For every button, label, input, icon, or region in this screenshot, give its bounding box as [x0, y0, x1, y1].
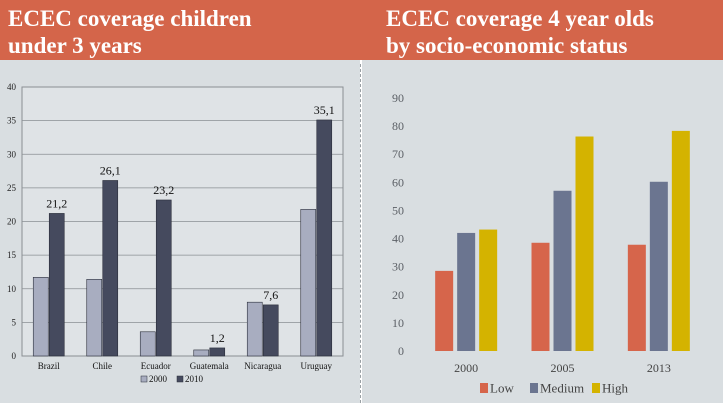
legend-label: 2000 — [149, 374, 168, 384]
bar-ecuador-2000 — [139, 331, 156, 357]
data-label: 1,2 — [210, 331, 225, 345]
bar-nicaragua-2000 — [246, 301, 263, 357]
bar-2013-low — [627, 244, 646, 351]
y-tick-label: 30 — [392, 260, 404, 274]
right-chart-panel: 0 10 20 30 40 50 60 70 80 90 2000 2005 2013 Low Medium… — [362, 60, 723, 403]
legend-label: Low — [490, 381, 514, 396]
left-chart-title: ECEC coverage children under 3 years — [8, 6, 252, 58]
y-tick-label: 25 — [7, 183, 17, 193]
data-label: 35,1 — [314, 103, 335, 117]
x-category-label: Chile — [93, 361, 113, 371]
legend-swatch-medium — [530, 383, 538, 393]
under3-coverage-chart: 0 5 10 15 20 25 30 35 40 21,2 Brazil 26,1 Chile 23,2 E… — [7, 82, 344, 384]
bar-brazil-2000 — [32, 277, 49, 357]
bar-2000-medium — [457, 232, 476, 351]
x-category-label: Ecuador — [141, 361, 171, 371]
bar-ecuador-2010 — [155, 199, 172, 357]
bar-chile-2010 — [102, 180, 119, 357]
bar-2013-high — [671, 130, 690, 351]
bar-guatemala-2000 — [193, 349, 210, 357]
y-tick-label: 30 — [7, 149, 17, 159]
y-tick-label: 20 — [392, 288, 404, 302]
bar-uruguay-2010 — [316, 119, 333, 357]
bar-2000-high — [479, 229, 498, 351]
legend-label: Medium — [540, 381, 584, 396]
title-banner — [0, 0, 723, 60]
legend-label: 2010 — [185, 374, 204, 384]
y-tick-label: 10 — [7, 284, 17, 294]
y-tick-label: 5 — [12, 317, 17, 327]
bar-2000-low — [435, 270, 454, 351]
x-category-label: Nicaragua — [244, 361, 281, 371]
bar-2005-high — [575, 136, 594, 351]
x-category-label: Uruguay — [301, 361, 333, 371]
bar-brazil-2010 — [48, 213, 65, 357]
y-tick-label: 90 — [392, 91, 404, 105]
legend-swatch-2010 — [176, 375, 184, 383]
bar-nicaragua-2010 — [262, 304, 279, 357]
x-category-label: 2013 — [647, 361, 671, 375]
y-tick-label: 20 — [7, 217, 17, 227]
data-label: 7,6 — [263, 288, 278, 302]
y-tick-label: 40 — [7, 82, 17, 92]
x-category-label: 2005 — [551, 361, 575, 375]
age4-coverage-chart: 0 10 20 30 40 50 60 70 80 90 2000 2005 2013 Low Medium… — [392, 91, 690, 396]
x-category-label: Guatemala — [190, 361, 229, 371]
legend-label: High — [602, 381, 629, 396]
data-label: 26,1 — [100, 163, 121, 177]
y-tick-label: 40 — [392, 232, 404, 246]
bar-guatemala-2010 — [209, 347, 226, 357]
bar-2005-medium — [553, 190, 572, 351]
x-category-label: Brazil — [38, 361, 60, 371]
legend-swatch-2000 — [140, 375, 148, 383]
y-tick-label: 35 — [7, 116, 17, 126]
data-label: 21,2 — [46, 196, 67, 210]
data-label: 23,2 — [153, 183, 174, 197]
y-tick-label: 70 — [392, 147, 404, 161]
right-chart-title: ECEC coverage 4 year olds by socio-econo… — [386, 6, 654, 58]
left-chart-panel: 0 5 10 15 20 25 30 35 40 21,2 Brazil 26,1 Chile 23,2 E… — [0, 60, 360, 403]
y-tick-label: 0 — [398, 344, 404, 358]
x-category-label: 2000 — [454, 361, 478, 375]
legend-swatch-low — [480, 383, 488, 393]
bar-chile-2000 — [86, 279, 103, 357]
bar-2013-medium — [649, 181, 668, 351]
y-tick-label: 10 — [392, 316, 404, 330]
y-tick-label: 0 — [12, 351, 17, 361]
y-tick-label: 50 — [392, 203, 404, 217]
panel-divider — [360, 64, 361, 403]
legend-swatch-high — [592, 383, 600, 393]
y-tick-label: 60 — [392, 175, 404, 189]
y-tick-label: 15 — [7, 250, 17, 260]
bar-2005-low — [531, 242, 550, 351]
bar-uruguay-2000 — [300, 209, 317, 357]
y-tick-label: 80 — [392, 119, 404, 133]
